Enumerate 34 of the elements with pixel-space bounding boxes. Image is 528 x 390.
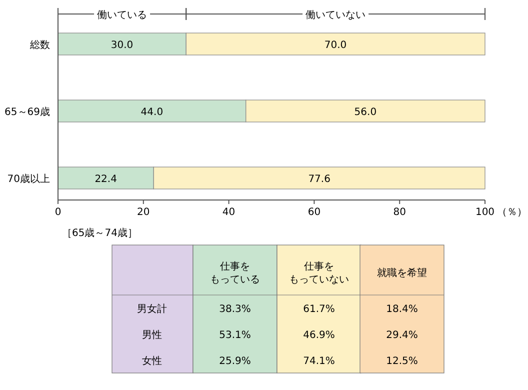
- text: 46.9%: [303, 330, 335, 341]
- data-label: 77.6: [308, 174, 330, 185]
- text: 男女計: [137, 303, 167, 315]
- data-label: 22.4: [94, 174, 117, 185]
- x-tick-label: 0: [54, 207, 62, 218]
- text: 12.5%: [386, 356, 418, 367]
- x-tick-label: 100: [475, 207, 495, 218]
- y-tick-label: 70歳以上: [7, 173, 50, 185]
- text: 38.3%: [219, 304, 251, 315]
- text: 男性: [142, 329, 162, 341]
- text: 74.1%: [303, 356, 335, 367]
- text: 61.7%: [303, 304, 335, 315]
- text: 就職を希望: [377, 267, 427, 279]
- data-label: 56.0: [354, 107, 377, 118]
- series-label: 働いていない: [306, 9, 366, 21]
- text: 仕事をもっていない: [289, 260, 349, 286]
- data-label: 44.0: [140, 107, 164, 118]
- text: 53.1%: [219, 330, 251, 341]
- series-label: 働いている: [97, 9, 148, 21]
- x-tick-label: 60: [308, 207, 321, 218]
- text: ［65歳～74歳］: [62, 227, 138, 239]
- text: 29.4%: [386, 330, 418, 341]
- x-tick-label: 40: [222, 207, 236, 218]
- data-label: 30.0: [110, 40, 134, 51]
- x-axis-title: （％）: [497, 207, 527, 218]
- y-tick-label: 総数: [29, 39, 50, 51]
- text: 25.9%: [219, 356, 251, 367]
- x-tick-label: 80: [393, 207, 406, 218]
- data-label: 70.0: [324, 40, 347, 51]
- text: 女性: [142, 355, 162, 367]
- text: 仕事をもっている: [210, 260, 260, 286]
- text: 18.4%: [386, 304, 418, 315]
- x-tick-label: 20: [137, 207, 150, 218]
- y-tick-label: 65～69歳: [4, 106, 50, 118]
